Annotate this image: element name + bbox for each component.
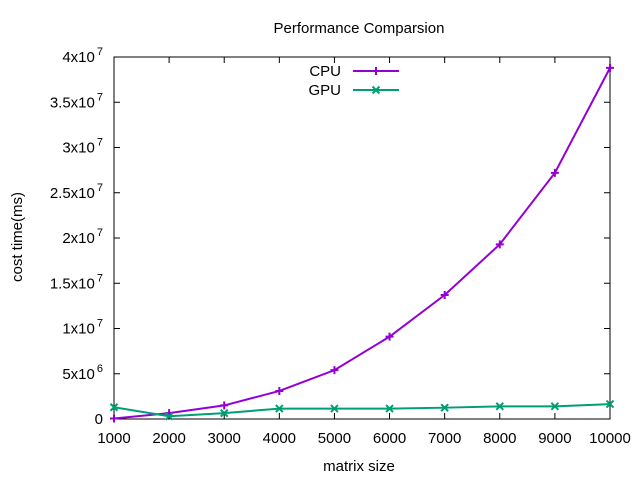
x-tick-label: 9000 [538, 430, 571, 447]
axis-ticks: 1000 2000 3000 4000 5000 6000 7000 8000 9000 1000… [50, 46, 631, 447]
x-tick-label: 8000 [483, 430, 516, 447]
series-line-cpu [113, 67, 611, 420]
data-point-gpu [550, 402, 560, 411]
series-cpu [110, 63, 614, 423]
data-point-cpu [606, 63, 614, 72]
data-point-cpu [385, 332, 394, 341]
y-tick-label: 2.5x10 7 [50, 182, 103, 202]
y-tick-label: 3x10 7 [62, 137, 103, 157]
data-point-gpu [495, 402, 504, 411]
series-layer [109, 63, 615, 423]
legend-marker [372, 67, 380, 75]
data-point-cpu [220, 401, 229, 410]
data-point-cpu [550, 168, 559, 177]
legend-label: CPU [309, 63, 341, 80]
data-point-gpu [164, 412, 174, 421]
x-tick-label: 7000 [428, 430, 461, 447]
y-tick-label: 0 [95, 411, 103, 428]
y-tick-label: 4x10 7 [62, 46, 103, 66]
legend-label: GPU [308, 82, 341, 99]
data-point-cpu [495, 240, 504, 249]
y-axis-label: cost time(ms) [9, 192, 26, 282]
series-gpu [109, 399, 615, 421]
x-tick-label: 2000 [152, 430, 185, 447]
data-point-gpu [385, 404, 394, 413]
data-point-gpu [605, 399, 615, 409]
chart-title: Performance Comparsion [274, 20, 445, 37]
y-tick-label: 3.5x10 7 [50, 91, 103, 111]
data-point-cpu [330, 366, 339, 375]
data-point-gpu [220, 408, 229, 418]
data-point-gpu [440, 403, 449, 412]
x-tick-label: 1000 [97, 430, 130, 447]
legend-marker [371, 85, 381, 95]
y-tick-label: 1x10 7 [62, 318, 103, 338]
x-tick-label: 10000 [589, 430, 631, 447]
x-tick-label: 4000 [263, 430, 296, 447]
x-axis-label: matrix size [323, 458, 395, 475]
x-tick-label: 3000 [208, 430, 241, 447]
x-tick-label: 5000 [318, 430, 351, 447]
y-tick-label: 2x10 7 [62, 227, 103, 247]
data-point-cpu [275, 386, 284, 395]
legend: CPU GPU [308, 63, 399, 99]
plot-frame [113, 56, 611, 420]
x-tick-label: 6000 [373, 430, 406, 447]
data-point-cpu [110, 414, 118, 423]
y-tick-label: 1.5x10 7 [50, 272, 103, 292]
y-tick-label: 5x10 6 [62, 363, 103, 383]
data-point-gpu [109, 403, 119, 412]
data-point-gpu [275, 404, 284, 413]
series-line-gpu [113, 403, 611, 418]
data-point-cpu [440, 291, 449, 300]
data-point-gpu [330, 404, 339, 413]
